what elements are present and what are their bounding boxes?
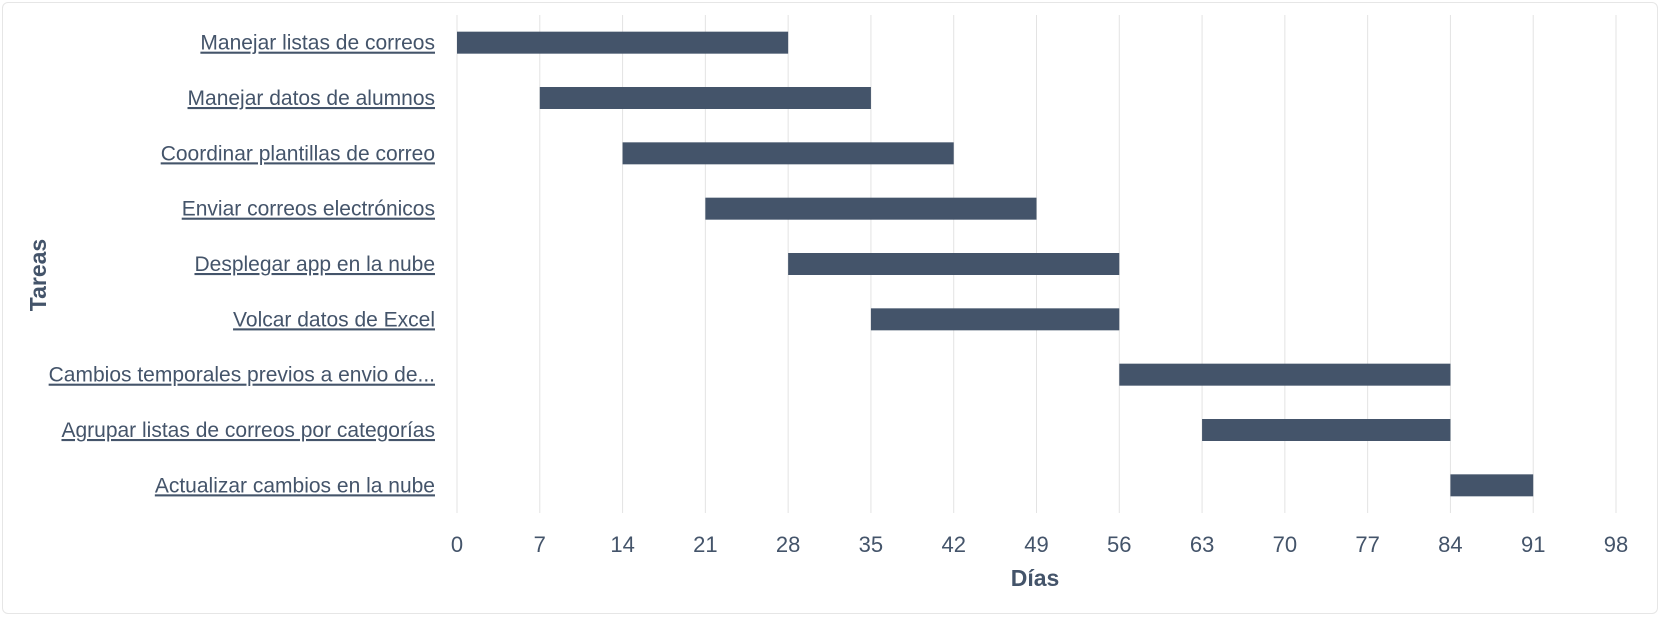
task-bar — [1450, 474, 1534, 497]
task-bar — [870, 308, 1120, 331]
x-tick-label: 91 — [1521, 532, 1545, 557]
task-labels: Manejar listas de correos Manejar datos d… — [49, 32, 435, 498]
task-bar — [1202, 419, 1451, 441]
task-label[interactable]: Manejar listas de correos — [200, 32, 435, 55]
task-label[interactable]: Enviar correos electrónicos — [182, 198, 435, 221]
x-tick-label: 35 — [859, 532, 883, 557]
x-axis-title: Días — [1011, 565, 1060, 591]
x-tick-label: 77 — [1355, 532, 1379, 557]
y-axis-title: Tareas — [25, 239, 51, 311]
task-bar — [622, 142, 954, 165]
task-bar — [788, 253, 1120, 275]
task-label[interactable]: Agrupar listas de correos por categorías — [61, 419, 435, 442]
task-bar — [705, 197, 1037, 220]
x-tick-labels: 0 7 14 21 28 35 42 49 56 63 70 77 84 91 98 — [451, 532, 1628, 557]
x-tick-label: 84 — [1438, 532, 1462, 557]
x-tick-label: 49 — [1024, 532, 1048, 557]
task-label[interactable]: Cambios temporales previos a envio de... — [49, 364, 435, 387]
x-tick-label: 56 — [1107, 532, 1131, 557]
task-label[interactable]: Manejar datos de alumnos — [188, 87, 435, 110]
task-label[interactable]: Volcar datos de Excel — [233, 308, 435, 331]
x-tick-label: 14 — [610, 532, 634, 557]
task-bar — [457, 31, 789, 54]
task-label[interactable]: Actualizar cambios en la nube — [155, 474, 435, 497]
task-label[interactable]: Desplegar app en la nube — [194, 253, 435, 276]
x-tick-label: 98 — [1604, 532, 1628, 557]
x-tick-label: 7 — [534, 532, 546, 557]
x-tick-label: 28 — [776, 532, 800, 557]
bars — [457, 31, 1534, 497]
x-tick-label: 0 — [451, 532, 463, 557]
x-tick-label: 42 — [941, 532, 965, 557]
x-tick-label: 21 — [693, 532, 717, 557]
task-label[interactable]: Coordinar plantillas de correo — [161, 142, 435, 165]
x-tick-label: 63 — [1190, 532, 1214, 557]
x-tick-label: 70 — [1273, 532, 1297, 557]
task-bar — [539, 87, 871, 109]
task-bar — [1119, 363, 1451, 386]
